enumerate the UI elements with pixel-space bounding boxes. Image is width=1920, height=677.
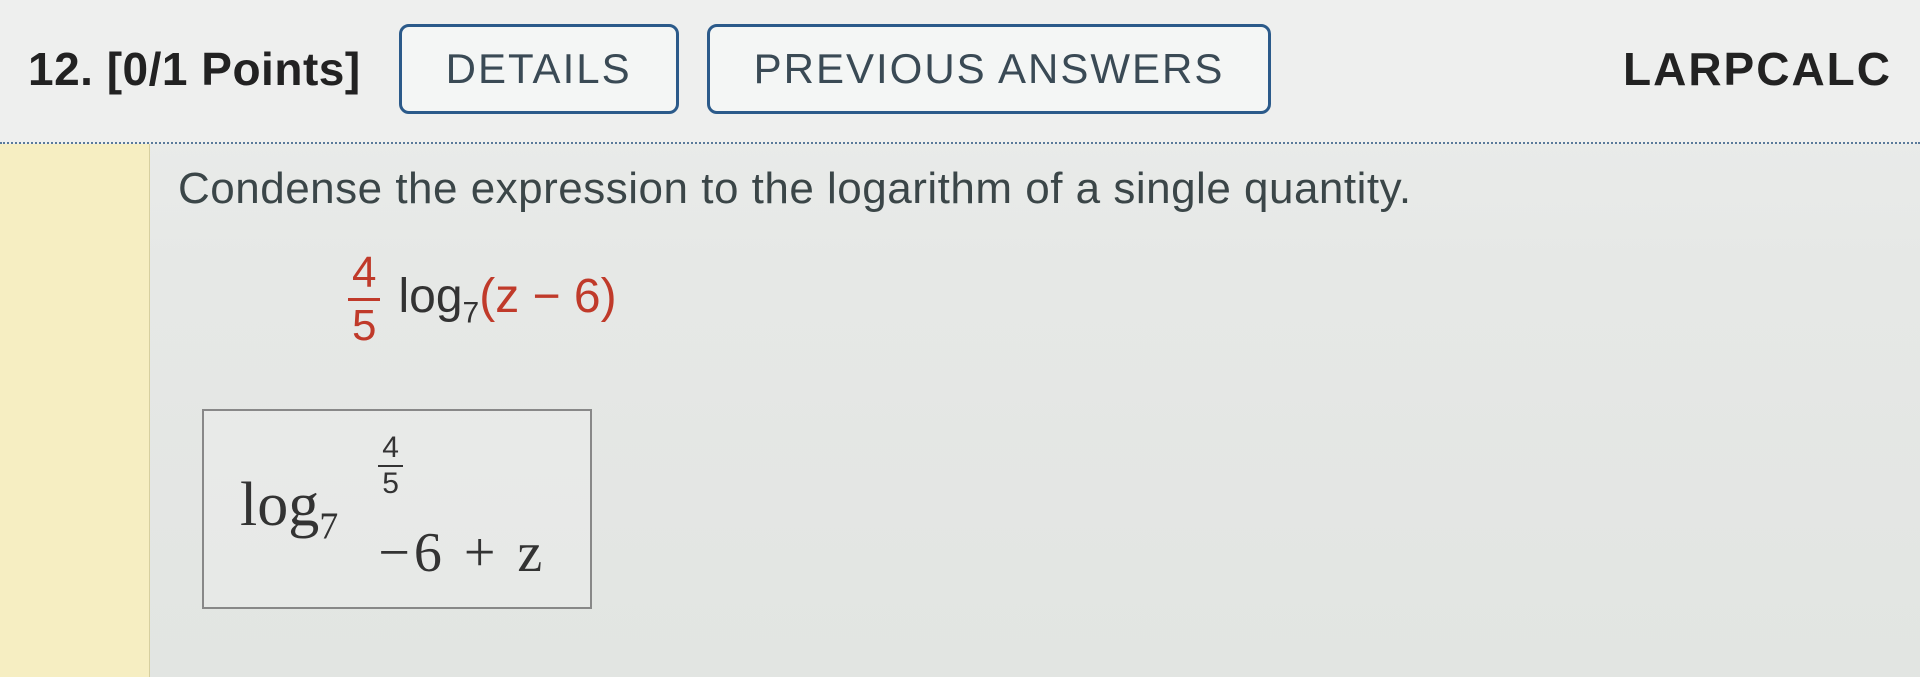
body-area: Condense the expression to the logarithm…	[0, 144, 1920, 677]
answer-exp-numerator: 4	[378, 433, 403, 463]
question-number-points: 12. [0/1 Points]	[28, 42, 371, 96]
answer-body: −6 + z	[378, 521, 546, 585]
answer-input-box[interactable]: log7 4 5 −6 + z	[202, 409, 592, 609]
left-margin-strip	[0, 144, 150, 677]
question-header-row: 12. [0/1 Points] DETAILS PREVIOUS ANSWER…	[0, 0, 1920, 144]
answer-log-label: log	[240, 471, 319, 539]
log-base: 7	[463, 296, 480, 329]
answer-log-base: 7	[319, 506, 338, 548]
answer-exponent-fraction: 4 5	[378, 433, 403, 499]
problem-prompt: Condense the expression to the logarithm…	[178, 164, 1880, 214]
answer-log-prefix: log7	[240, 470, 338, 548]
details-button[interactable]: DETAILS	[399, 24, 679, 114]
coefficient-fraction: 4 5	[348, 250, 380, 349]
page-root: 12. [0/1 Points] DETAILS PREVIOUS ANSWER…	[0, 0, 1920, 677]
question-number: 12.	[28, 43, 93, 95]
log-argument: (z − 6)	[479, 270, 616, 323]
textbook-code: LARPCALC	[1623, 42, 1900, 96]
answer-exponent-wrap: 4 5 −6 + z	[378, 433, 546, 585]
log-label: log	[398, 270, 462, 323]
points-label: [0/1 Points]	[107, 43, 361, 95]
content-area: Condense the expression to the logarithm…	[150, 144, 1920, 677]
coefficient-numerator: 4	[348, 250, 380, 296]
previous-answers-button[interactable]: PREVIOUS ANSWERS	[707, 24, 1272, 114]
given-expression: 4 5 log7(z − 6)	[348, 250, 1880, 349]
answer-exp-denominator: 5	[378, 469, 403, 499]
coefficient-denominator: 5	[348, 303, 380, 349]
log-term: log7(z − 6)	[398, 269, 616, 331]
